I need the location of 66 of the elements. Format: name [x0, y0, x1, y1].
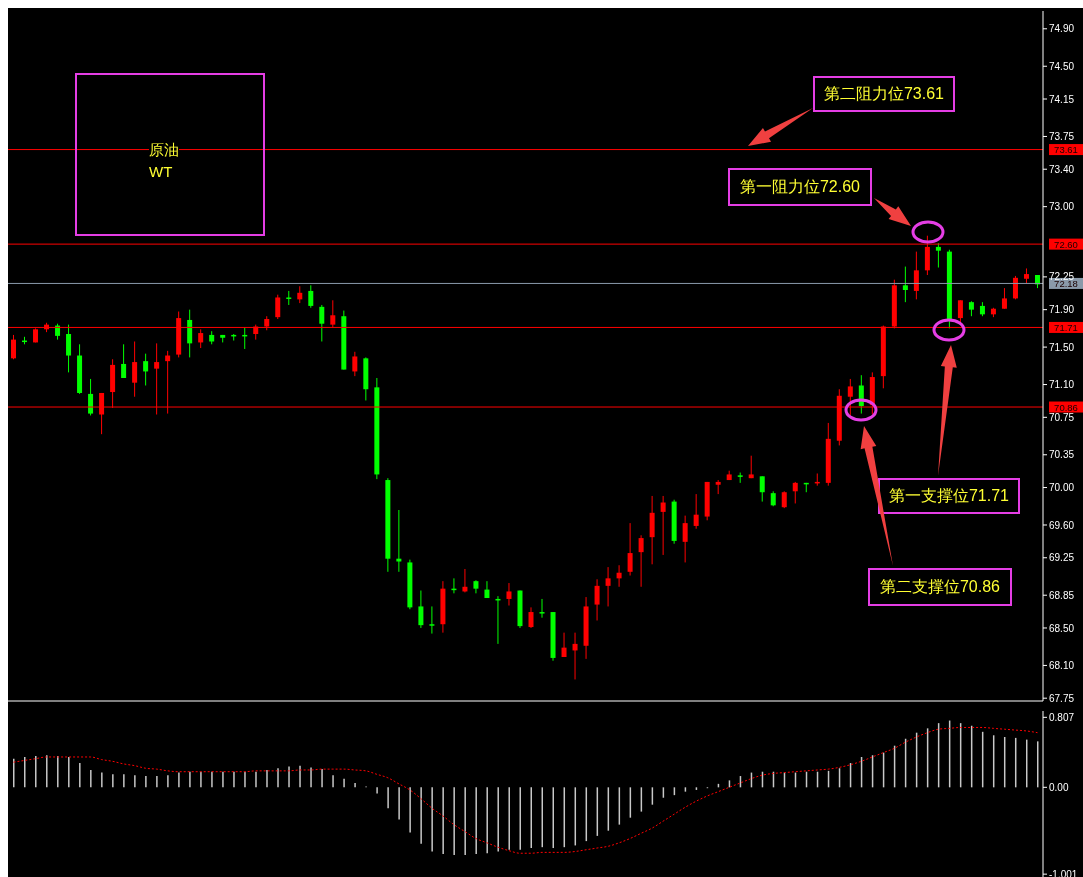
- line-series: [13, 726, 1038, 854]
- candlestick: [121, 343, 127, 379]
- candlestick: [1001, 287, 1007, 310]
- candlestick: [539, 598, 545, 619]
- y-tick-label: 73.75: [1049, 131, 1075, 142]
- y-tick-label: 69.25: [1049, 552, 1075, 564]
- candlestick: [627, 522, 633, 577]
- candlestick: [605, 566, 611, 607]
- candlestick: [319, 304, 325, 342]
- candlestick: [935, 242, 941, 269]
- candlestick: [418, 590, 424, 629]
- ref-line-label: 70.86: [1054, 401, 1078, 413]
- y-tick-label: 71.10: [1049, 379, 1075, 391]
- candlestick: [561, 632, 567, 658]
- candlestick: [638, 534, 644, 588]
- candlestick: [396, 509, 402, 573]
- y-tick-label: -1.001: [1049, 868, 1078, 877]
- candlestick: [528, 606, 534, 629]
- y-tick-label: 73.40: [1049, 163, 1075, 175]
- y-tick-label: 70.75: [1049, 411, 1075, 423]
- candlestick: [429, 605, 435, 635]
- candlestick: [143, 353, 149, 386]
- candlestick: [132, 340, 138, 398]
- y-tick-label: 70.35: [1049, 449, 1075, 461]
- y-tick-label: 69.60: [1049, 519, 1075, 531]
- candlestick: [913, 251, 919, 300]
- ref-line-label: 72.60: [1054, 238, 1078, 250]
- candlestick: [308, 284, 314, 309]
- y-tick-label: 68.10: [1049, 659, 1075, 671]
- y-tick-label: 73.00: [1049, 201, 1075, 213]
- candlestick: [275, 294, 281, 320]
- annotation: 第一支撑位71.71: [878, 478, 1020, 514]
- y-tick-label: 68.50: [1049, 622, 1075, 634]
- candlestick: [1012, 275, 1018, 300]
- candlestick: [660, 495, 666, 556]
- candlestick: [352, 351, 358, 377]
- candlestick: [88, 378, 94, 416]
- y-tick-label: 71.90: [1049, 304, 1075, 316]
- candlestick: [187, 309, 193, 358]
- y-tick-label: 68.85: [1049, 589, 1075, 601]
- y-tick-label: 67.75: [1049, 692, 1075, 704]
- candlestick: [957, 299, 963, 325]
- y-tick-label: 74.50: [1049, 60, 1075, 72]
- annotation: 第二阻力位73.61: [813, 76, 955, 112]
- candlestick: [759, 475, 765, 503]
- ref-line-label: 73.61: [1054, 144, 1078, 156]
- candlestick: [693, 493, 699, 530]
- candlestick: [792, 481, 798, 504]
- annotation: 第二支撑位70.86: [868, 568, 1012, 606]
- candlestick: [572, 632, 578, 680]
- annotation: 第一阻力位72.60: [728, 168, 872, 206]
- candlestick: [594, 578, 600, 621]
- candlestick: [902, 266, 908, 303]
- candlestick: [506, 582, 512, 606]
- candlestick: [66, 324, 72, 373]
- candlestick: [11, 334, 16, 360]
- y-tick-label: 0.807: [1049, 711, 1075, 723]
- y-tick-label: 74.90: [1049, 23, 1075, 35]
- candlestick: [484, 580, 490, 599]
- y-tick-label: 74.15: [1049, 93, 1075, 105]
- y-tick-label: 70.00: [1049, 482, 1075, 494]
- ref-line-label: 71.71: [1054, 321, 1078, 333]
- y-tick-label: 0.00: [1049, 781, 1069, 793]
- y-tick-label: 71.50: [1049, 341, 1075, 353]
- candlestick: [682, 515, 688, 563]
- text: 原油 WT: [149, 141, 179, 180]
